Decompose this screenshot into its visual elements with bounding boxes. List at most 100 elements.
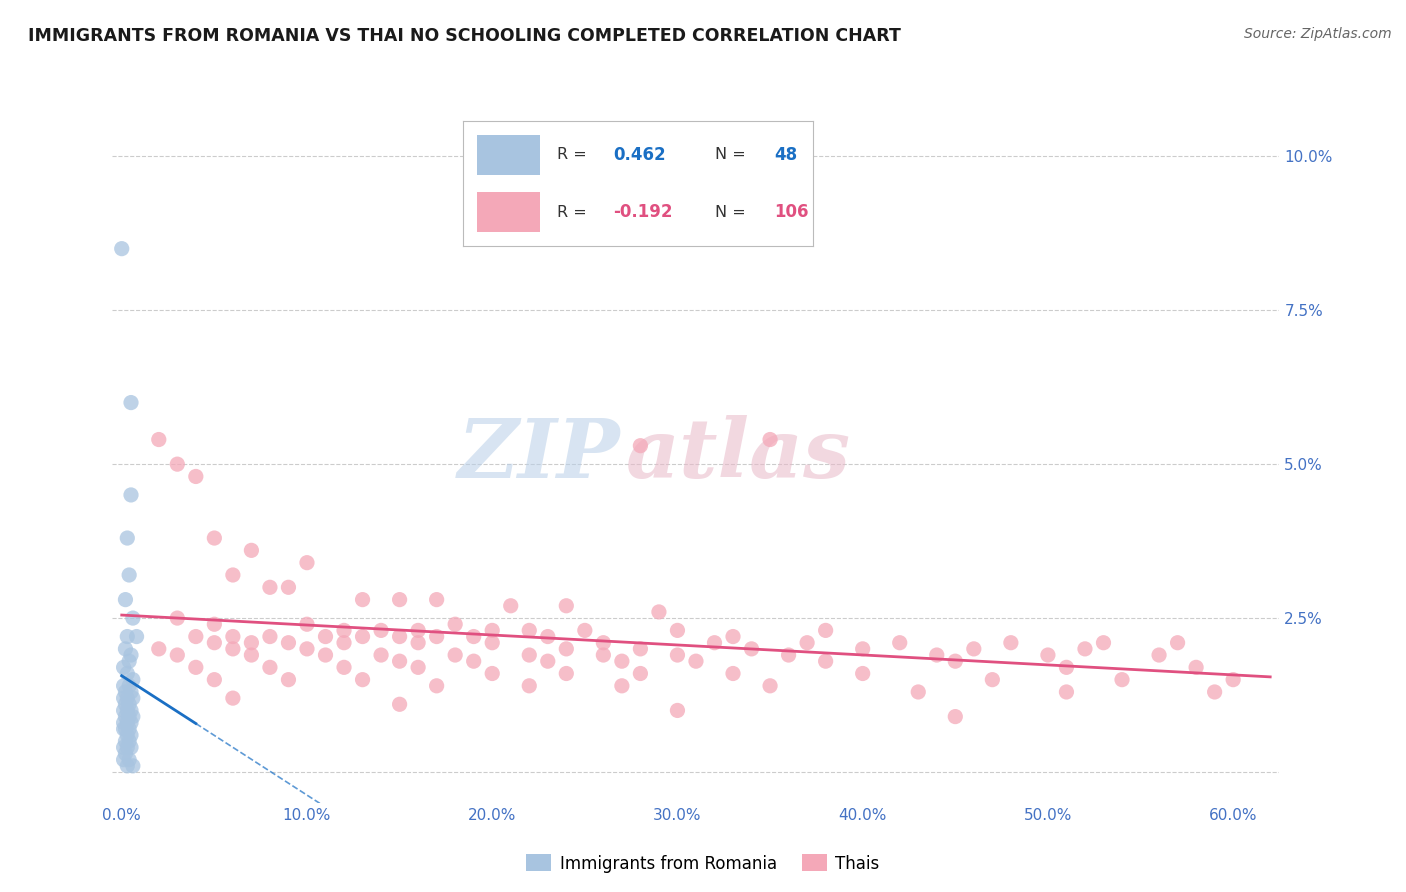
Point xyxy=(117,715,139,730)
Point xyxy=(1054,660,1077,674)
Point xyxy=(148,433,170,447)
Point xyxy=(117,728,139,742)
Point xyxy=(426,592,449,607)
Point xyxy=(277,636,299,650)
Point xyxy=(426,679,449,693)
Point xyxy=(112,679,135,693)
Point xyxy=(240,648,263,662)
Point xyxy=(222,630,245,644)
Point xyxy=(517,624,540,638)
Point xyxy=(463,654,485,668)
Point xyxy=(406,624,429,638)
Point xyxy=(703,636,725,650)
Point xyxy=(406,660,429,674)
Point xyxy=(120,728,142,742)
Point xyxy=(907,685,929,699)
Point xyxy=(112,740,135,755)
Point xyxy=(114,641,136,656)
Point xyxy=(721,630,744,644)
Point xyxy=(1111,673,1133,687)
Point xyxy=(610,679,633,693)
Point xyxy=(555,599,578,613)
Point xyxy=(240,636,263,650)
Point xyxy=(120,703,142,717)
Point xyxy=(118,568,141,582)
Point xyxy=(315,630,337,644)
Point xyxy=(120,488,142,502)
Point xyxy=(444,617,467,632)
Point xyxy=(333,636,356,650)
Point xyxy=(463,630,485,644)
Point xyxy=(592,648,614,662)
Point xyxy=(121,691,143,706)
Point xyxy=(352,630,374,644)
Point xyxy=(481,666,503,681)
Point xyxy=(117,666,139,681)
Point xyxy=(388,630,411,644)
Point xyxy=(406,636,429,650)
Point xyxy=(1074,641,1097,656)
Point xyxy=(1204,685,1226,699)
Point xyxy=(148,641,170,656)
Point xyxy=(117,531,139,545)
Point xyxy=(112,691,135,706)
Point xyxy=(759,679,782,693)
Point xyxy=(121,709,143,723)
Point xyxy=(963,641,986,656)
Point xyxy=(333,624,356,638)
Point xyxy=(166,457,188,471)
Point xyxy=(117,740,139,755)
Text: ZIP: ZIP xyxy=(457,415,620,495)
Point xyxy=(352,673,374,687)
Point xyxy=(981,673,1004,687)
Point xyxy=(610,654,633,668)
Point xyxy=(388,698,411,712)
Point xyxy=(388,654,411,668)
Point xyxy=(517,648,540,662)
Point xyxy=(1054,685,1077,699)
Point xyxy=(166,611,188,625)
Point xyxy=(555,641,578,656)
Point xyxy=(259,660,281,674)
Point xyxy=(118,698,141,712)
Point xyxy=(112,722,135,736)
Point xyxy=(114,709,136,723)
Point xyxy=(666,703,689,717)
Point xyxy=(184,630,207,644)
Point xyxy=(222,691,245,706)
Point xyxy=(721,666,744,681)
Point xyxy=(943,709,966,723)
Point xyxy=(741,641,763,656)
Point xyxy=(184,660,207,674)
Point xyxy=(352,592,374,607)
Point xyxy=(592,636,614,650)
Point xyxy=(118,753,141,767)
Point xyxy=(240,543,263,558)
Text: IMMIGRANTS FROM ROMANIA VS THAI NO SCHOOLING COMPLETED CORRELATION CHART: IMMIGRANTS FROM ROMANIA VS THAI NO SCHOO… xyxy=(28,27,901,45)
Point xyxy=(120,395,142,409)
Point xyxy=(1036,648,1059,662)
Text: atlas: atlas xyxy=(626,415,851,495)
Point xyxy=(111,242,134,256)
Point xyxy=(666,624,689,638)
Point xyxy=(759,433,782,447)
Point xyxy=(117,703,139,717)
Point xyxy=(277,673,299,687)
Point xyxy=(499,599,522,613)
Point xyxy=(481,624,503,638)
Point xyxy=(114,698,136,712)
Point xyxy=(796,636,818,650)
Point xyxy=(685,654,707,668)
Point xyxy=(814,654,837,668)
Point xyxy=(388,592,411,607)
Point xyxy=(202,531,225,545)
Point xyxy=(114,685,136,699)
Point xyxy=(166,648,188,662)
Point xyxy=(666,648,689,662)
Point xyxy=(778,648,800,662)
Point xyxy=(202,673,225,687)
Point xyxy=(118,722,141,736)
Point xyxy=(112,703,135,717)
Point xyxy=(481,636,503,650)
Point xyxy=(295,617,318,632)
